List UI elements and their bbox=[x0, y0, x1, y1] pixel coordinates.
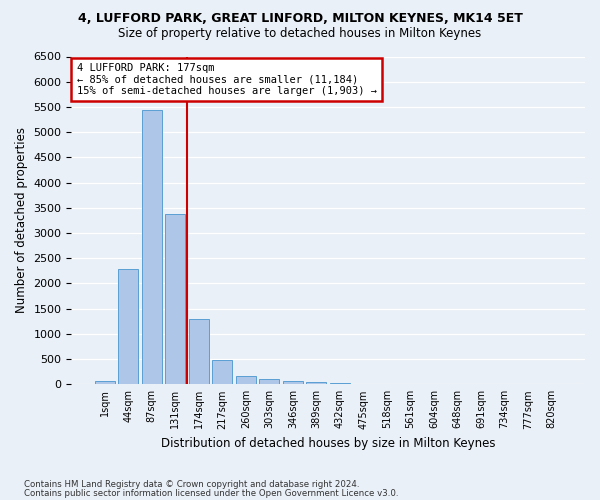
Bar bbox=[283, 381, 303, 384]
X-axis label: Distribution of detached houses by size in Milton Keynes: Distribution of detached houses by size … bbox=[161, 437, 496, 450]
Text: 4, LUFFORD PARK, GREAT LINFORD, MILTON KEYNES, MK14 5ET: 4, LUFFORD PARK, GREAT LINFORD, MILTON K… bbox=[77, 12, 523, 26]
Text: 4 LUFFORD PARK: 177sqm
← 85% of detached houses are smaller (11,184)
15% of semi: 4 LUFFORD PARK: 177sqm ← 85% of detached… bbox=[77, 63, 377, 96]
Bar bbox=[118, 270, 138, 384]
Text: Contains public sector information licensed under the Open Government Licence v3: Contains public sector information licen… bbox=[24, 488, 398, 498]
Bar bbox=[142, 110, 162, 384]
Text: Size of property relative to detached houses in Milton Keynes: Size of property relative to detached ho… bbox=[118, 28, 482, 40]
Bar bbox=[330, 383, 350, 384]
Bar bbox=[189, 318, 209, 384]
Bar bbox=[307, 382, 326, 384]
Y-axis label: Number of detached properties: Number of detached properties bbox=[15, 128, 28, 314]
Bar bbox=[166, 214, 185, 384]
Text: Contains HM Land Registry data © Crown copyright and database right 2024.: Contains HM Land Registry data © Crown c… bbox=[24, 480, 359, 489]
Bar bbox=[95, 381, 115, 384]
Bar bbox=[259, 380, 280, 384]
Bar bbox=[212, 360, 232, 384]
Bar bbox=[236, 376, 256, 384]
